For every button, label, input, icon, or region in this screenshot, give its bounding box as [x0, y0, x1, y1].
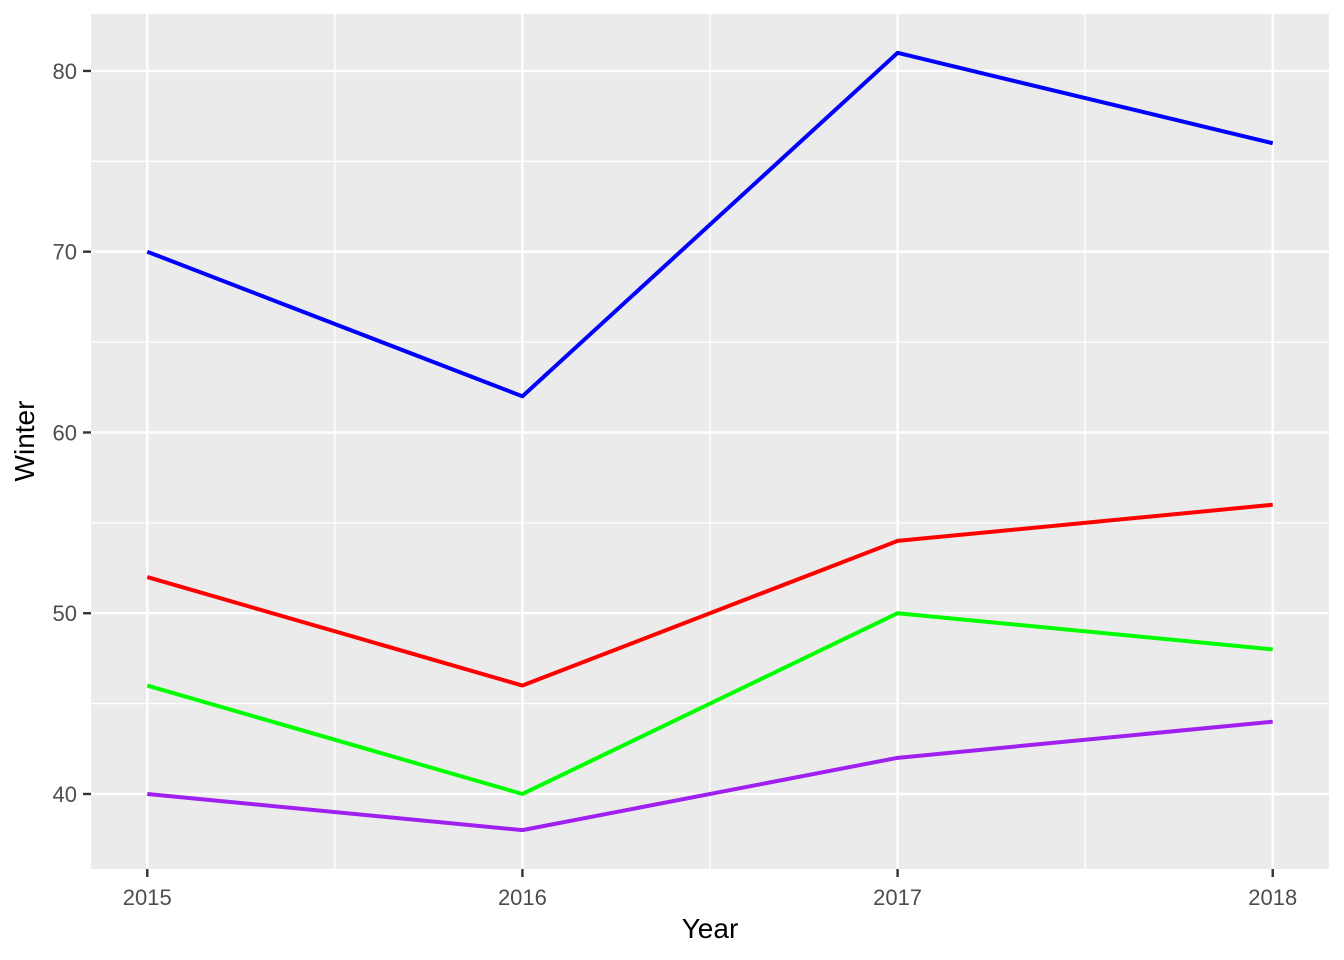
y-tick-label: 50 — [53, 601, 77, 626]
x-tick-label: 2017 — [873, 885, 922, 910]
green-line — [146, 611, 1273, 796]
blue-line — [146, 50, 1274, 399]
y-tick-label: 70 — [53, 240, 77, 265]
major-gridlines — [91, 14, 1329, 869]
x-tick-label: 2015 — [123, 885, 172, 910]
y-tick-label: 40 — [53, 782, 77, 807]
axis-ticks — [83, 69, 1274, 877]
x-tick-label: 2018 — [1248, 885, 1297, 910]
purple-line — [147, 719, 1273, 833]
y-tick-label: 80 — [53, 59, 77, 84]
y-tick-label: 60 — [53, 420, 77, 445]
y-axis-title: Winter — [9, 401, 40, 482]
x-axis-title: Year — [682, 913, 739, 944]
data-series — [146, 50, 1274, 833]
red-line — [146, 502, 1273, 688]
x-tick-label: 2016 — [498, 885, 547, 910]
axis-tick-labels: 2015 2016 2017 2018 40 50 60 70 80 — [53, 59, 1298, 910]
